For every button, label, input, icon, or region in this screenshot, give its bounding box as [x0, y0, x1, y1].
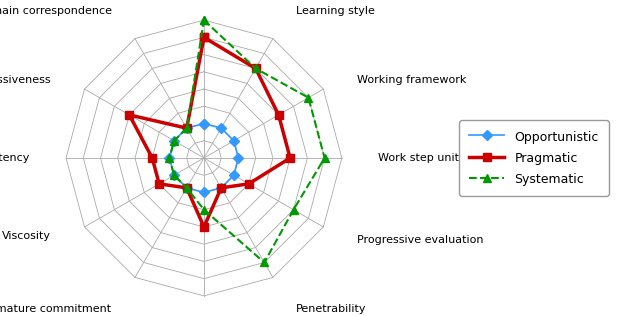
Text: Premature commitment: Premature commitment [0, 304, 111, 314]
Text: Penetrability: Penetrability [297, 304, 367, 314]
Text: Viscosity: Viscosity [2, 231, 51, 241]
Legend: Opportunistic, Pragmatic, Systematic: Opportunistic, Pragmatic, Systematic [459, 120, 609, 196]
Text: Working framework: Working framework [357, 75, 467, 85]
Text: Role expressiveness: Role expressiveness [0, 75, 51, 85]
Text: Domain correspondence: Domain correspondence [0, 6, 111, 16]
Text: Work step unit: Work step unit [378, 153, 459, 163]
Text: Progressive evaluation: Progressive evaluation [357, 234, 483, 245]
Text: Consistency: Consistency [0, 153, 30, 163]
Text: Learning style: Learning style [297, 6, 375, 16]
